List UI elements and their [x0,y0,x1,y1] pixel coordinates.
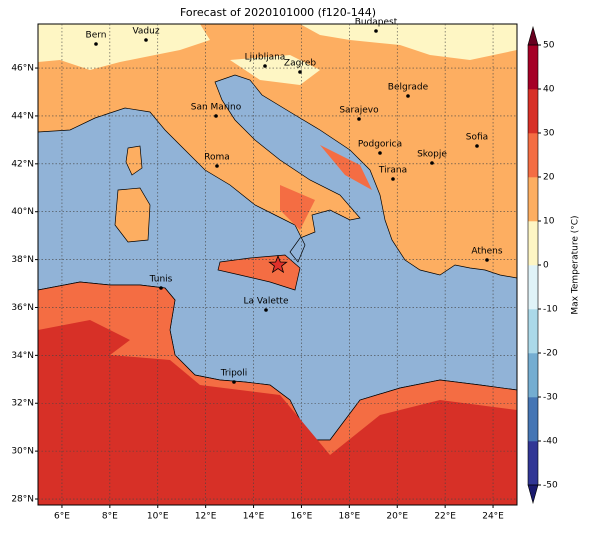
colorbar-extend-high [527,25,539,46]
forecast-star [268,254,288,274]
city-label: San Marino [191,103,242,113]
x-tick-label: 22°E [434,512,456,522]
colorbar-label: Max Temperature (°C) [571,215,581,314]
colorbar-bin [528,221,538,266]
colorbar-bin [528,177,538,222]
city-dot [94,42,98,46]
x-tick-label: 16°E [291,512,313,522]
y-tick-label: 46°N [11,64,34,74]
city-dot [159,286,163,290]
y-tick-label: 44°N [11,111,34,121]
city-label: Skopje [417,150,447,160]
y-tick-label: 38°N [11,255,34,265]
map-frame [37,23,518,506]
cool-land [230,55,320,85]
colorbar-bin [528,265,538,310]
cool-land [300,24,517,60]
colorbar-bin [528,45,538,90]
city-label: Ljubljana [245,53,286,63]
city-label: Sarajevo [339,106,379,116]
city-label: Tripoli [220,369,248,379]
colorbar-tick-label: -20 [543,349,558,359]
x-tick-label: 6°E [54,512,70,522]
city-label: Roma [204,153,230,163]
colorbar-tick-label: 30 [543,129,555,139]
colorbar-tick-label: 10 [543,217,555,227]
y-tick-label: 32°N [11,399,34,409]
city-dot [378,151,382,155]
city-label: Athens [471,247,502,257]
colorbar-bin [528,397,538,442]
x-tick-label: 14°E [243,512,265,522]
y-tick-label: 42°N [11,159,34,169]
city-dot [430,161,434,165]
city-label: Podgorica [358,140,402,150]
city-dot [215,164,219,168]
y-tick-label: 36°N [11,303,34,313]
city-label: Tunis [149,275,173,285]
city-dot [357,117,361,121]
x-tick-label: 20°E [386,512,408,522]
city-label: Sofia [466,133,488,143]
sardinia [114,187,151,243]
city-dot [298,70,302,74]
city-label: Vaduz [132,27,159,37]
city-dot [264,308,268,312]
city-dot [485,258,489,262]
city-label: La Valette [244,297,289,307]
city-dot [374,29,378,33]
city-dot [144,38,148,42]
city-label: Belgrade [388,83,429,93]
colorbar-tick-label: -50 [543,481,558,491]
city-dot [475,144,479,148]
city-dot [406,94,410,98]
colorbar-bin [528,353,538,398]
colorbar-bin [528,89,538,134]
x-tick-label: 8°E [102,512,118,522]
city-dot [232,380,236,384]
city-label: Zagreb [284,59,316,69]
colorbar-tick-label: 20 [543,173,555,183]
colorbar-tick-label: 50 [543,41,555,51]
colorbar-tick-label: -10 [543,305,558,315]
colorbar-bin [528,309,538,354]
city-label: Tirana [378,166,407,176]
colorbar-extend-low [527,484,539,505]
colorbar-tick-label: -30 [543,393,558,403]
x-tick-label: 10°E [147,512,169,522]
city-label: Bern [86,31,107,41]
x-tick-label: 18°E [339,512,361,522]
y-tick-label: 30°N [11,447,34,457]
city-label: Budapest [355,18,398,28]
colorbar-bin [528,133,538,178]
warm-land [280,145,372,230]
colorbar-tick-label: -40 [543,437,558,447]
y-tick-label: 40°N [11,207,34,217]
colorbar-tick-label: 40 [543,85,555,95]
y-tick-label: 28°N [11,495,34,505]
colorbar-bin [528,441,538,486]
cool-land [38,24,210,70]
map-title: Forecast of 2020101000 (f120-144) [180,6,376,19]
city-dot [391,177,395,181]
city-dot [214,114,218,118]
x-tick-label: 12°E [195,512,217,522]
x-tick-label: 24°E [482,512,504,522]
colorbar-tick-label: 0 [543,261,549,271]
city-dot [263,64,267,68]
y-tick-label: 34°N [11,351,34,361]
corsica [125,145,143,176]
